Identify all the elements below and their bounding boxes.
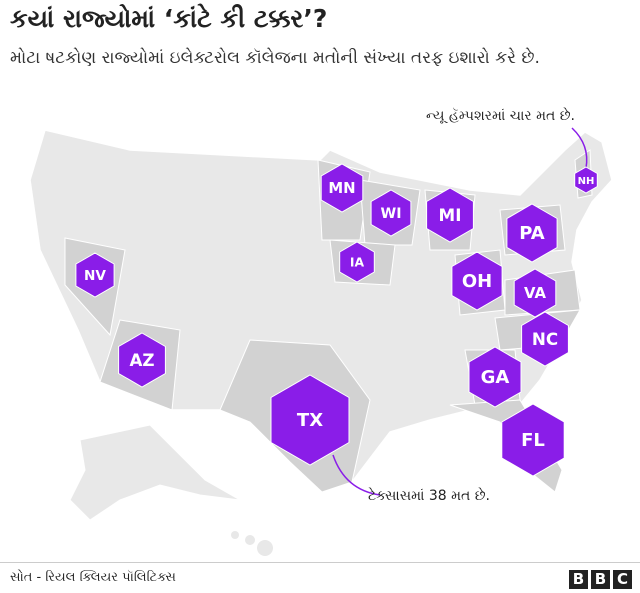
state-label: GA [481,367,510,388]
state-label: WI [380,206,401,222]
state-hexagon [270,374,350,466]
state-label: TX [297,410,323,431]
state-hexagon [513,268,557,318]
state-hexagon [501,403,565,477]
state-hexagon [370,189,412,237]
state-hexagon [426,187,474,243]
logo-letter: B [591,570,610,589]
state-label: FL [521,430,545,451]
state-label: IA [350,255,365,270]
map: ન્યૂ હૅમ્પશરમાં ચાર મત છે. ટેક્સાસમાં 38… [29,107,613,556]
divider [0,562,640,563]
tx-pointer [332,454,381,496]
state-label: NH [578,176,595,187]
state-hexagon [468,346,522,408]
state-label: AZ [129,350,154,370]
state-label: NV [84,268,106,284]
state-hexagon [320,163,364,213]
state-label: MN [328,179,355,197]
state-label: PA [519,223,545,244]
title: કયાં રાજ્યોમાં ‘કાંટે કી ટક્કર’? [10,4,328,33]
state-hexagon [75,252,115,298]
state-hexagon [521,311,569,367]
state-label: OH [462,271,492,292]
source: સોત - રિયલ ક્લિયર પૉલિટિક્સ [10,570,176,585]
state-hexagon [506,203,558,263]
hawaii [231,531,273,556]
state-hexagon [118,332,166,388]
state-label: VA [524,284,547,302]
state-hexagon [574,166,598,194]
annotation: ન્યૂ હૅમ્પશરમાં ચાર મત છે. [426,107,575,124]
state-label: MI [439,205,462,225]
state-hexagon [339,241,375,283]
nh-pointer [571,127,588,169]
logo-letter: C [613,570,632,589]
annotation: ટેક્સાસમાં 38 મત છે. [368,487,490,504]
logo-letter: B [569,570,588,589]
alaska [69,424,241,521]
state-label: NC [532,329,558,349]
state-hexagon [451,251,503,311]
subtitle: મોટા ષટકોણ રાજ્યોમાં ઇલેક્ટરોલ કૉલેજના મ… [10,48,540,68]
logo: B B C [569,570,632,589]
